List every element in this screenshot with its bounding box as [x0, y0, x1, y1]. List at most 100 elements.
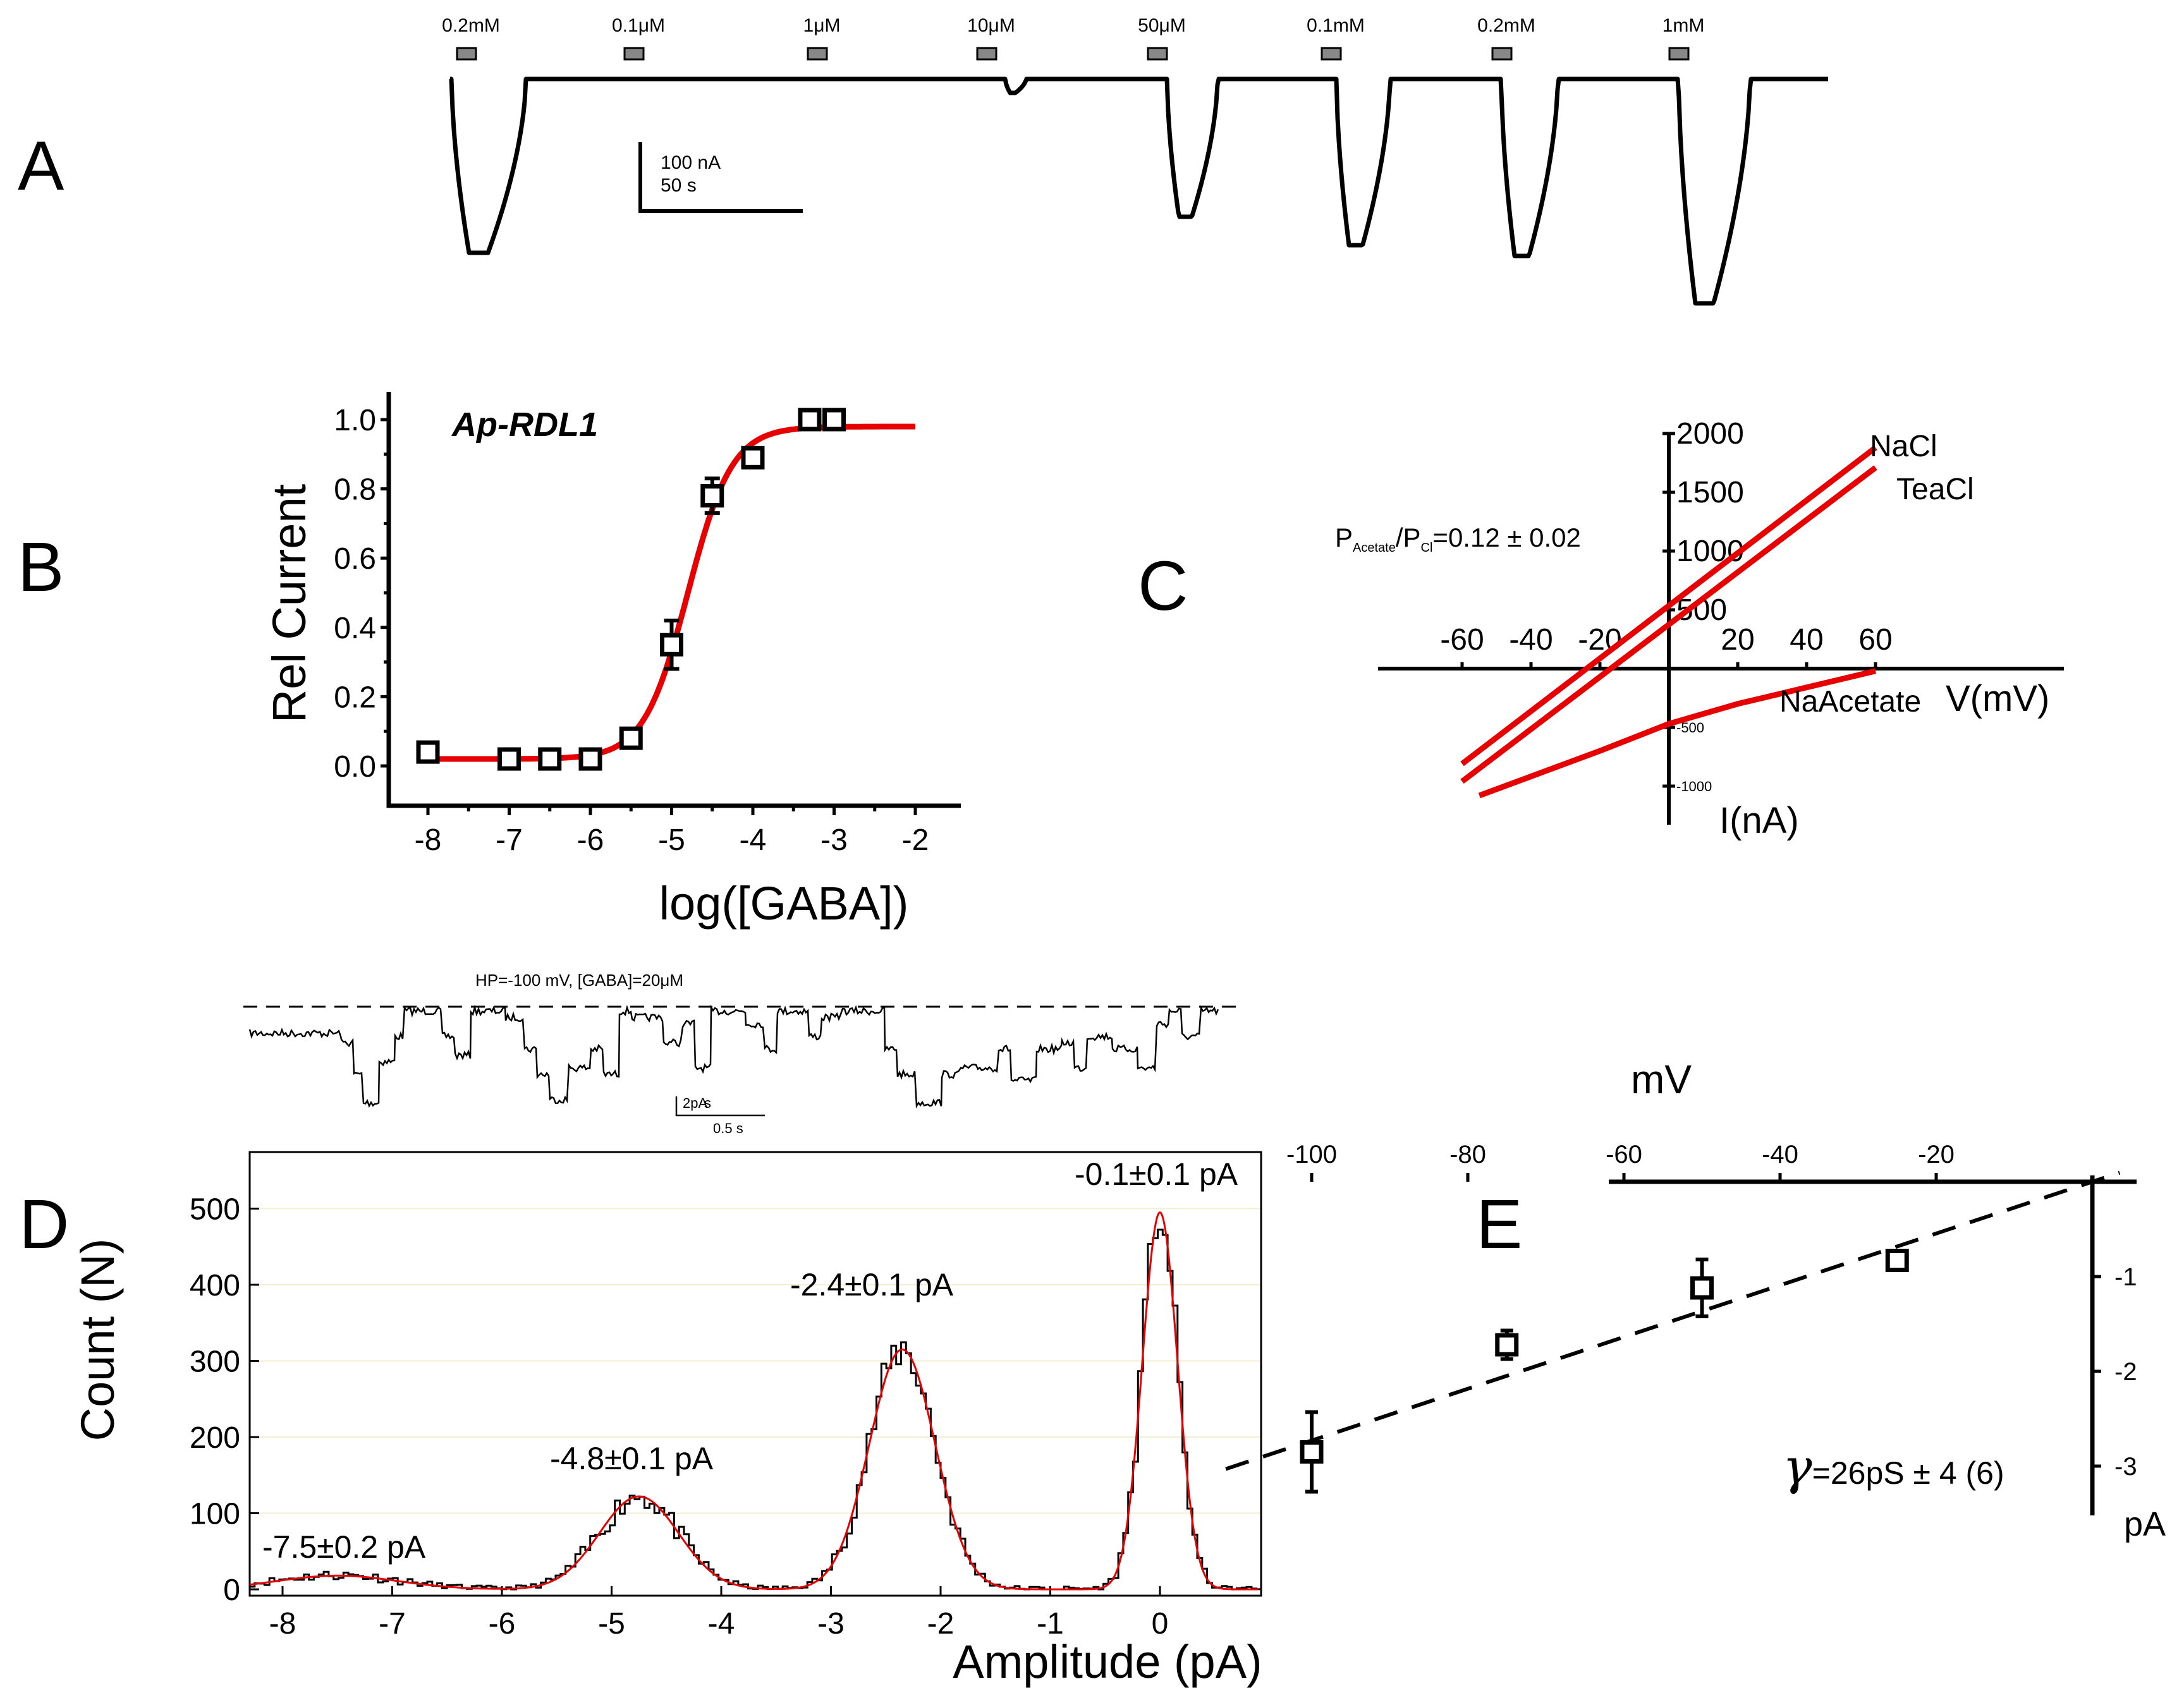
peak-label: -0.1±0.1 pA: [1075, 1156, 1238, 1192]
e-x-tick-label: -20: [1918, 1141, 1955, 1168]
d-plot-frame: [248, 1151, 1262, 1597]
concentration-label: 0.1mM: [1307, 15, 1365, 36]
data-point: [1495, 1333, 1519, 1357]
concentration-label: 10μM: [967, 15, 1015, 36]
panel-b: 0.0 0.2 0.4 0.6 0.8 1.0 -8 -7 -6 -5 -4 -3 -2 Rel Cu…: [263, 392, 961, 930]
trace-scale-time: 0.5 s: [713, 1120, 743, 1136]
x-tick-label: -2: [902, 823, 929, 857]
application-bar: [976, 47, 997, 61]
e-y-tick-label: -3: [2114, 1453, 2137, 1481]
application-bar: [623, 47, 645, 61]
panel-e: -100 -80 -60 -40 -20 -1 -2 -3 mV pA γ=26pS ± 4 …: [1225, 1057, 2166, 1543]
trace-scale-bar: 2pA s 0.5 s: [675, 1095, 765, 1136]
e-x-tick-label: -60: [1606, 1141, 1642, 1168]
c-x-tick-label: -40: [1509, 623, 1553, 657]
concentration-label: 0.2mM: [442, 15, 500, 36]
e-ylabel: pA: [2124, 1505, 2166, 1543]
trace-scale-current: 2pA: [683, 1095, 707, 1111]
data-point: [1300, 1440, 1324, 1464]
y-tick-label: 0.6: [334, 542, 376, 576]
x-tick-label: -7: [379, 1607, 406, 1641]
e-y-tick-label: -2: [2114, 1358, 2137, 1386]
x-tick-label: -7: [496, 823, 523, 857]
data-point: [660, 633, 683, 657]
scale-bar-current-label: 100 nA: [661, 152, 721, 173]
x-tick-label: -5: [658, 823, 685, 857]
d-ylabel: Count (N): [71, 1239, 124, 1441]
application-bar: [1147, 47, 1168, 61]
trace-scale-extra: s: [704, 1095, 711, 1111]
x-tick-label: 0: [1152, 1607, 1169, 1641]
series-label-nacl: NaCl: [1870, 430, 1937, 463]
concentration-label: 1mM: [1662, 15, 1705, 36]
b-title: Ap-RDL1: [451, 406, 598, 444]
b-ylabel: Rel Current: [263, 483, 315, 723]
panel-label-d: D: [19, 1186, 69, 1263]
y-tick-label: 0: [223, 1574, 240, 1607]
iv-curve: [1460, 445, 1877, 767]
x-tick-label: -4: [740, 823, 767, 857]
x-tick-label: -3: [821, 823, 848, 857]
panel-label-e: E: [1476, 1186, 1522, 1263]
y-tick-label: 0.2: [334, 681, 376, 714]
y-tick-label: 300: [190, 1345, 240, 1379]
x-tick-label: -1: [1037, 1607, 1064, 1641]
series-label-teacl: TeaCl: [1896, 473, 1974, 506]
data-point: [1885, 1249, 1909, 1272]
panel-label-b: B: [18, 528, 64, 606]
y-tick-label: 500: [190, 1193, 240, 1227]
concentration-label: 0.1μM: [612, 15, 665, 36]
c-y-tick-label: 1000: [1676, 535, 1744, 568]
data-point: [619, 726, 643, 750]
x-tick-label: -6: [577, 823, 604, 857]
y-tick-label: 100: [190, 1498, 240, 1531]
y-tick-label: 0.8: [334, 473, 376, 507]
data-point: [700, 484, 724, 508]
gaussian-fit: [249, 1211, 1259, 1591]
conductance-annotation: γ=26pS ± 4 (6): [1783, 1439, 2004, 1496]
c-y-tick-label: 2000: [1676, 417, 1744, 451]
c-y-tick-label: -1000: [1676, 779, 1712, 794]
c-x-tick-label: 20: [1721, 623, 1754, 657]
data-point: [1690, 1276, 1714, 1300]
iv-curve: [1460, 465, 1877, 784]
application-bar: [1491, 47, 1513, 61]
c-ylabel: I(nA): [1719, 800, 1799, 841]
application-bar: [1668, 47, 1690, 61]
current-trace: [449, 76, 1829, 306]
peak-label: -4.8±0.1 pA: [550, 1441, 714, 1476]
series-label-naacetate: NaAcetate: [1779, 685, 1921, 719]
x-tick-label: -4: [708, 1607, 735, 1641]
c-x-tick-label: 60: [1858, 623, 1892, 657]
c-x-tick-label: 40: [1790, 623, 1823, 657]
x-tick-label: -8: [269, 1607, 296, 1641]
application-bar: [807, 47, 828, 61]
e-x-tick-label: -100: [1286, 1141, 1337, 1168]
application-bar: [456, 47, 477, 61]
x-tick-label: -8: [415, 823, 442, 857]
y-tick-label: 400: [190, 1269, 240, 1302]
data-point: [741, 446, 765, 470]
scale-bar-time-label: 50 s: [661, 175, 697, 196]
d-xlabel: Amplitude (pA): [953, 1635, 1262, 1688]
b-xlabel: log([GABA]): [659, 877, 909, 930]
data-point: [578, 747, 602, 771]
iv-curve: [1478, 668, 1877, 799]
y-tick-label: 0.4: [334, 612, 376, 645]
conductance-fit-line: [1225, 1170, 2121, 1471]
trace-title: HP=-100 mV, [GABA]=20μM: [475, 971, 683, 990]
data-point: [416, 740, 440, 764]
y-tick-label: 200: [190, 1421, 240, 1455]
e-x-tick-label: -80: [1449, 1141, 1486, 1168]
peak-label: -2.4±0.1 pA: [790, 1267, 954, 1302]
panel-label-a: A: [18, 127, 64, 205]
b-axes: [386, 392, 961, 808]
panel-label-c: C: [1138, 547, 1188, 625]
data-point: [798, 408, 822, 432]
single-channel-trace: [248, 1004, 1219, 1109]
permeability-ratio: PAcetate/PCl=0.12 ± 0.02: [1335, 523, 1581, 555]
c-x-tick-label: -20: [1578, 623, 1621, 657]
y-tick-label: 1.0: [334, 404, 376, 437]
concentration-label: 0.2mM: [1477, 15, 1535, 36]
